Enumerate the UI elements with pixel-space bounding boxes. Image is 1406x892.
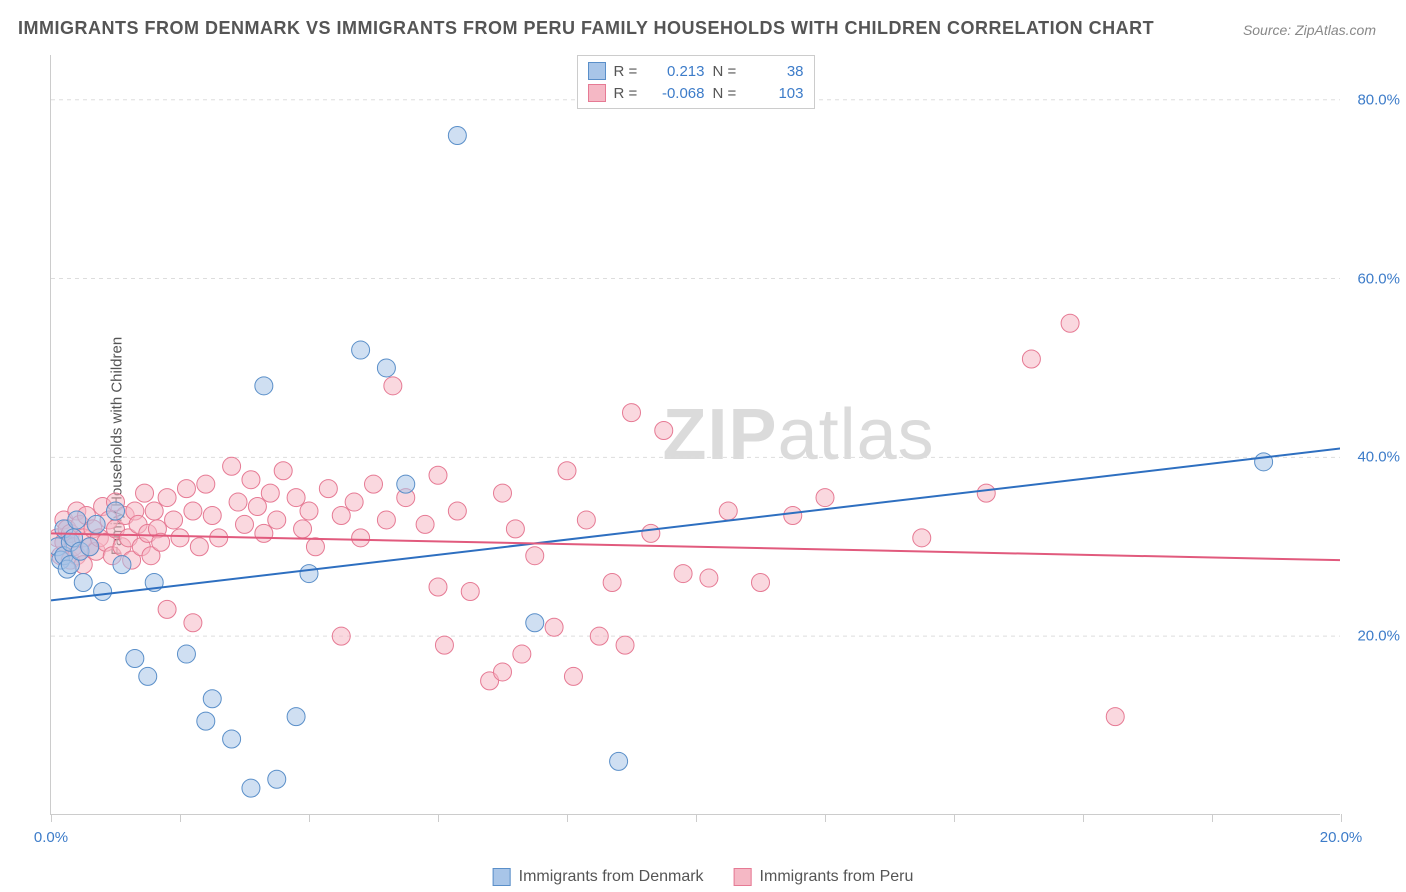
plot-svg [51,55,1340,814]
source-attribution: Source: ZipAtlas.com [1243,22,1376,38]
y-tick-label: 40.0% [1357,449,1400,466]
swatch-peru-icon [734,868,752,886]
r-value-denmark: 0.213 [650,63,705,80]
x-tick [825,814,826,822]
x-tick [1212,814,1213,822]
correlation-legend: R = 0.213 N = 38 R = -0.068 N = 103 [577,55,815,109]
y-tick-label: 60.0% [1357,270,1400,287]
r-label: R = [614,63,642,80]
x-tick [309,814,310,822]
n-value-denmark: 38 [749,63,804,80]
chart-title: IMMIGRANTS FROM DENMARK VS IMMIGRANTS FR… [18,18,1154,39]
x-tick-label: 20.0% [1320,829,1363,846]
x-tick [1341,814,1342,822]
legend-label-peru: Immigrants from Peru [760,868,914,886]
x-tick [180,814,181,822]
x-tick [567,814,568,822]
r-label: R = [614,85,642,102]
legend-item-denmark: Immigrants from Denmark [493,868,704,886]
series-legend: Immigrants from Denmark Immigrants from … [493,868,914,886]
r-value-peru: -0.068 [650,85,705,102]
x-tick [51,814,52,822]
n-value-peru: 103 [749,85,804,102]
x-tick [438,814,439,822]
plot-area: ZIPatlas R = 0.213 N = 38 R = -0.068 N =… [50,55,1340,815]
legend-label-denmark: Immigrants from Denmark [519,868,704,886]
y-tick-label: 20.0% [1357,628,1400,645]
n-label: N = [713,63,741,80]
x-tick-label: 0.0% [34,829,68,846]
x-tick [1083,814,1084,822]
swatch-denmark [588,62,606,80]
legend-row-peru: R = -0.068 N = 103 [588,82,804,104]
y-tick-label: 80.0% [1357,91,1400,108]
swatch-peru [588,84,606,102]
x-tick [954,814,955,822]
legend-item-peru: Immigrants from Peru [734,868,914,886]
n-label: N = [713,85,741,102]
legend-row-denmark: R = 0.213 N = 38 [588,60,804,82]
x-tick [696,814,697,822]
swatch-denmark-icon [493,868,511,886]
